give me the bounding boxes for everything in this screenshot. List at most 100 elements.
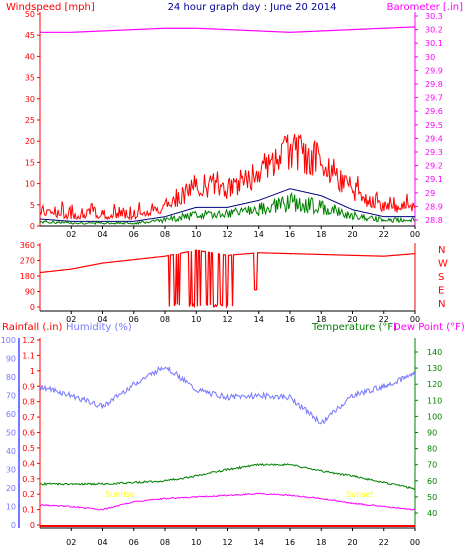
time-tick-label: 08 (160, 230, 170, 239)
wind-tick-label: 50 (25, 10, 35, 19)
time-tick-label: 10 (191, 315, 201, 324)
chart-title: 24 hour graph day : June 20 2014 (168, 2, 337, 13)
time-tick-label: 10 (191, 538, 201, 547)
time-tick-label: 00 (410, 315, 420, 324)
rain-tick-label: 0.6 (22, 429, 35, 438)
time-tick-label: 08 (160, 538, 170, 547)
rain-tick-label: 0.8 (22, 398, 35, 407)
baro-tick-label: 29.2 (425, 162, 443, 171)
baro-tick-label: 29.8 (425, 80, 443, 89)
time-tick-label: 06 (129, 315, 139, 324)
wind-tick-label: 10 (25, 180, 35, 189)
rain-tick-label: 0.5 (22, 444, 35, 453)
time-tick-label: 00 (410, 230, 420, 239)
compass-label: N (438, 245, 445, 256)
time-tick-label: 16 (285, 230, 295, 239)
sunrise-annotation: Sunrise (105, 490, 135, 499)
wind-tick-label: 20 (25, 137, 35, 146)
rain-tick-label: 0.7 (22, 413, 35, 422)
rain-tick-label: 0.9 (22, 382, 35, 391)
time-tick-label: 20 (347, 230, 357, 239)
dewpoint-series (39, 492, 416, 511)
temp-tick-label: 60 (427, 477, 437, 486)
baro-tick-label: 29.4 (425, 134, 443, 143)
rain-axis-title: Rainfall (.in) (2, 322, 63, 333)
time-tick-label: 08 (160, 315, 170, 324)
time-tick-label: 20 (347, 538, 357, 547)
dewpoint-axis-title: Dew Point (°F) (393, 322, 465, 333)
time-tick-label: 18 (316, 538, 326, 547)
time-tick-label: 18 (316, 230, 326, 239)
time-tick-label: 22 (379, 230, 389, 239)
compass-label: S (438, 272, 444, 283)
time-tick-label: 12 (222, 230, 232, 239)
barometer-series (40, 26, 416, 33)
time-tick-label: 12 (222, 315, 232, 324)
baro-tick-label: 29.5 (425, 121, 443, 130)
baro-tick-label: 29.1 (425, 175, 443, 184)
temp-tick-label: 70 (427, 461, 437, 470)
baro-tick-label: 29.6 (425, 107, 443, 116)
wind-tick-label: 25 (25, 116, 35, 125)
time-tick-label: 16 (285, 315, 295, 324)
compass-label: N (438, 299, 445, 310)
time-tick-label: 18 (316, 315, 326, 324)
time-tick-label: 06 (129, 230, 139, 239)
direction-tick-label: 180 (20, 272, 35, 281)
rain-tick-label: 0.4 (22, 459, 35, 468)
humidity-series (39, 365, 416, 425)
temp-tick-label: 100 (427, 412, 442, 421)
humidity-tick-label: 50 (6, 429, 16, 438)
humidity-tick-label: 0 (11, 521, 16, 530)
wind-tick-label: 15 (25, 158, 35, 167)
time-tick-label: 02 (66, 230, 76, 239)
wind-tick-label: 40 (25, 52, 35, 61)
temp-tick-label: 140 (427, 348, 442, 357)
wind-gust-series (39, 133, 416, 221)
wind-avg-line-series (39, 188, 415, 222)
compass-label: W (438, 259, 448, 270)
baro-tick-label: 29 (425, 189, 435, 198)
baro-tick-label: 30.3 (425, 12, 443, 21)
compass-label: E (438, 286, 444, 297)
temp-tick-label: 40 (427, 509, 437, 518)
humidity-tick-label: 40 (6, 447, 16, 456)
rain-tick-label: 1.1 (22, 351, 35, 360)
time-tick-label: 20 (347, 315, 357, 324)
baro-tick-label: 29.9 (425, 66, 443, 75)
time-tick-label: 06 (129, 538, 139, 547)
wind-tick-label: 35 (25, 74, 35, 83)
sunset-annotation: Sunset (346, 490, 373, 499)
time-tick-label: 14 (254, 230, 264, 239)
wind-tick-label: 45 (25, 31, 35, 40)
humidity-tick-label: 70 (6, 392, 16, 401)
humidity-axis-title: Humidity (%) (66, 322, 132, 333)
time-tick-label: 22 (379, 538, 389, 547)
time-tick-label: 14 (254, 315, 264, 324)
rain-tick-label: 0.2 (22, 490, 35, 499)
temp-tick-label: 90 (427, 429, 437, 438)
wind-tick-label: 5 (30, 201, 35, 210)
direction-tick-label: 0 (30, 303, 35, 312)
panel-wind-baro: 0 5 10 15 20 25 30 35 40 45 50 28.8 28.9 29 29.1 29.2 2… (25, 10, 443, 239)
temp-tick-label: 120 (427, 380, 442, 389)
humidity-tick-label: 80 (6, 373, 16, 382)
baro-axis-title: Barometer [.in] (387, 2, 463, 13)
humidity-tick-label: 30 (6, 466, 16, 475)
time-tick-label: 16 (285, 538, 295, 547)
baro-tick-label: 30.2 (425, 26, 443, 35)
humidity-tick-label: 10 (6, 503, 16, 512)
baro-tick-label: 29.3 (425, 148, 443, 157)
direction-series (39, 249, 416, 310)
temp-tick-label: 80 (427, 445, 437, 454)
temperature-axis-title: Temperature (°F) (311, 322, 397, 333)
rain-tick-label: 0.3 (22, 475, 35, 484)
baro-tick-label: 28.8 (425, 216, 443, 225)
time-tick-label: 04 (97, 230, 107, 239)
direction-tick-label: 270 (20, 257, 35, 266)
baro-tick-label: 30 (425, 53, 435, 62)
baro-tick-label: 30.1 (425, 39, 443, 48)
humidity-tick-label: 60 (6, 410, 16, 419)
